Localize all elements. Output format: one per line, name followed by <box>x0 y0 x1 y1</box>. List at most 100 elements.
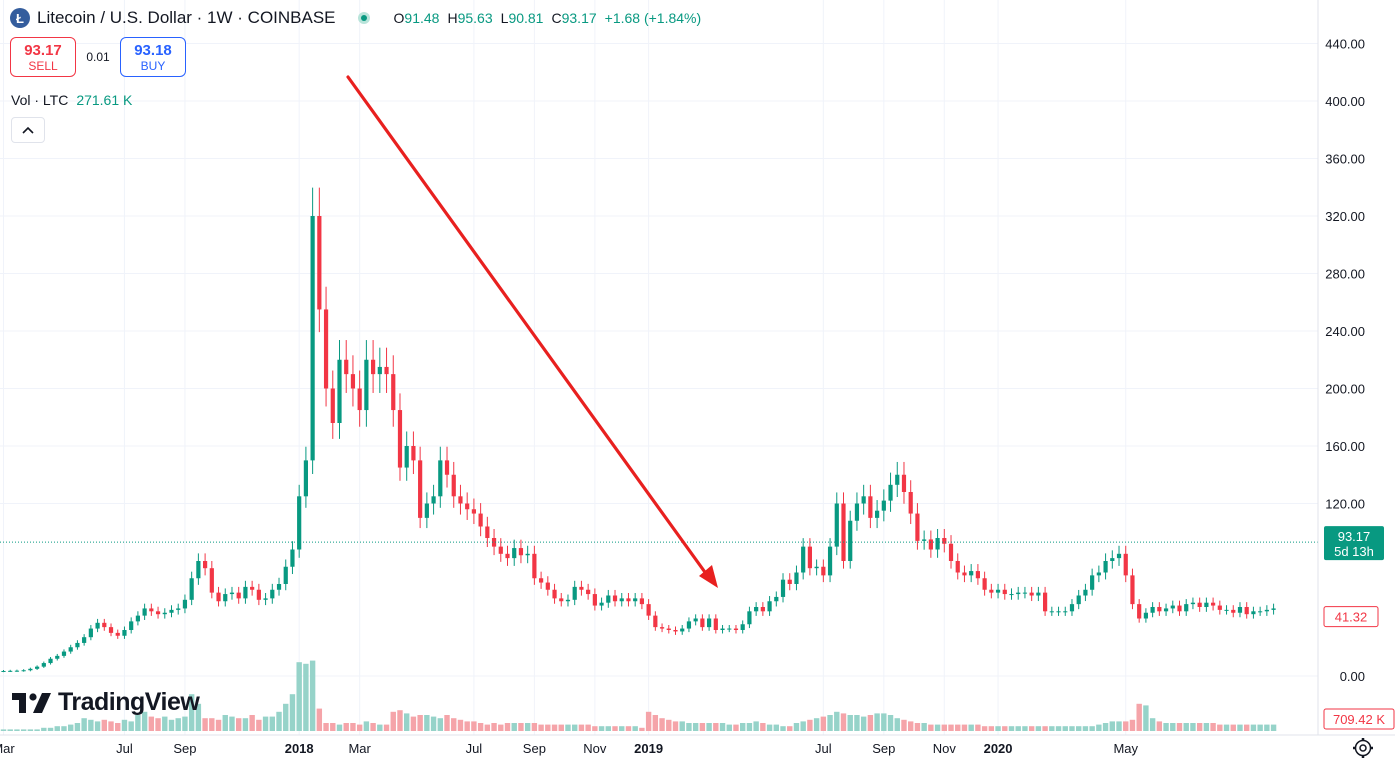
open-value: 91.48 <box>404 10 440 26</box>
candle-body <box>1231 609 1236 613</box>
volume-bar <box>47 727 54 731</box>
candle-body <box>774 596 779 602</box>
volume-bar <box>558 724 564 731</box>
candle-body <box>82 637 87 643</box>
volume-bar <box>766 724 773 731</box>
volume-bar <box>383 724 390 731</box>
volume-bar <box>41 727 47 731</box>
candle-body <box>901 474 907 492</box>
market-open-dot-icon[interactable] <box>357 12 370 24</box>
candle-body <box>1150 607 1155 613</box>
candle-body <box>485 526 490 538</box>
low-key: L <box>500 10 509 26</box>
time-tick-label: May <box>1113 741 1138 756</box>
volume-bar <box>1116 721 1122 731</box>
volume-bar <box>296 662 302 731</box>
buy-button[interactable]: 93.18 BUY <box>120 37 186 77</box>
candle-body <box>1036 592 1041 596</box>
volume-bar <box>598 726 605 731</box>
volume-bar <box>1082 726 1089 731</box>
candle-body <box>1076 595 1081 605</box>
chevron-up-icon <box>22 126 34 134</box>
gear-icon[interactable] <box>1352 737 1374 759</box>
volume-bar <box>262 716 269 731</box>
candle-body <box>122 630 127 636</box>
volume-bar <box>1049 726 1055 731</box>
candle-body <box>344 359 349 375</box>
price-tick-label: 360.00 <box>1325 152 1365 167</box>
open-key: O <box>393 10 405 26</box>
volume-bar <box>948 724 954 731</box>
candle-body <box>606 595 611 603</box>
volume-bar <box>1217 724 1223 731</box>
current-price-label <box>1324 526 1384 561</box>
volume-bar <box>726 724 732 731</box>
volume-bar <box>1230 724 1236 731</box>
volume-bar <box>404 713 410 731</box>
candle-body <box>371 359 376 375</box>
candle-body <box>888 484 893 501</box>
volume-bar <box>652 715 659 731</box>
candle-body <box>68 647 73 652</box>
symbol-title[interactable]: Litecoin / U.S. Dollar · 1W · COINBASE <box>37 8 336 27</box>
volume-bar <box>827 715 833 731</box>
volume-bar <box>1002 726 1008 731</box>
volume-bar <box>249 715 255 731</box>
candle-body <box>1069 604 1075 612</box>
collapse-legend-button[interactable] <box>11 117 45 143</box>
price-tick-label: 160.00 <box>1325 439 1365 454</box>
volume-bar <box>242 718 249 731</box>
candle-body <box>391 374 396 411</box>
tradingview-logo-text: TradingView <box>58 688 200 716</box>
candle-body <box>1 670 6 672</box>
volume-legend[interactable]: Vol · LTC 271.61 K <box>11 92 132 108</box>
candle-body <box>1204 602 1209 607</box>
candle-body <box>1251 611 1256 615</box>
candle-body <box>1049 611 1054 613</box>
volume-bar <box>68 724 74 731</box>
volume-bar <box>316 708 323 731</box>
candle-body <box>115 632 120 636</box>
candle-body <box>653 615 658 628</box>
close-value: 93.17 <box>561 10 597 26</box>
candle-body <box>135 615 140 622</box>
candle-body <box>881 500 886 511</box>
candle-body <box>41 663 46 667</box>
volume-bar <box>813 718 820 731</box>
volume-bar <box>867 715 874 731</box>
candle-body <box>525 553 530 556</box>
sell-button[interactable]: 93.17 SELL <box>10 37 76 77</box>
candle-body <box>1110 558 1115 561</box>
volume-bar <box>397 710 403 731</box>
volume-bar <box>934 724 941 731</box>
candle-body <box>700 618 705 628</box>
candle-body <box>552 589 557 599</box>
volume-bar <box>323 723 329 731</box>
ohlc-values: O 91.48 H 95.63 L 90.81 C 93.17 +1.68 (+1.84… <box>394 10 710 26</box>
candle-body <box>155 611 161 615</box>
volume-bar <box>578 724 585 731</box>
candle-body <box>532 553 537 579</box>
volume-bar <box>686 723 692 731</box>
candle-body <box>1043 592 1048 612</box>
volume-bar <box>1129 719 1136 731</box>
volume-bar <box>773 724 779 731</box>
litecoin-logo-icon[interactable]: Ł <box>10 8 30 28</box>
volume-bar <box>800 721 806 731</box>
volume-bar <box>1015 726 1021 731</box>
volume-bar <box>612 726 618 731</box>
time-tick-label: 2018 <box>285 741 314 756</box>
candle-body <box>895 474 900 485</box>
volume-bar <box>128 721 134 731</box>
volume-bar <box>1257 724 1263 731</box>
candle-body <box>431 496 436 504</box>
change-value: +1.68 (+1.84%) <box>604 10 702 26</box>
volume-bar <box>215 719 222 731</box>
spread-value: 0.01 <box>86 50 110 64</box>
candle-body <box>250 586 255 590</box>
volume-bar <box>94 721 101 731</box>
volume-bar <box>639 727 645 731</box>
time-tick-label: Mar <box>348 741 371 756</box>
tradingview-branding[interactable]: TradingView <box>12 688 200 717</box>
